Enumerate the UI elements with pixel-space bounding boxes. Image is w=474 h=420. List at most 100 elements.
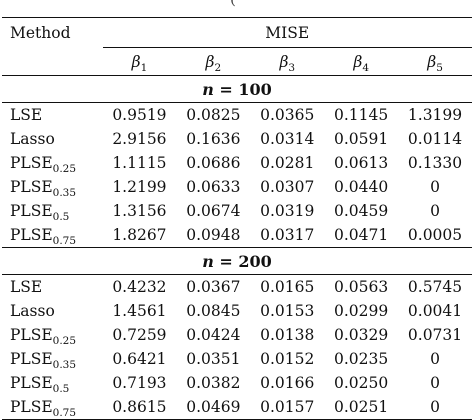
value-cell-beta2: 0.0686 [186, 154, 241, 172]
method-cell: PLSE0.25 [2, 323, 103, 347]
value-cell-beta4: 0.1145 [333, 106, 389, 124]
value-cell-beta1: 0.7193 [112, 374, 167, 392]
value-cell-beta1: 0.6421 [112, 350, 167, 368]
method-subscript: 0.75 [52, 407, 77, 419]
value-cell-beta2: 0.0825 [186, 106, 241, 124]
value-cell-beta2: 0.0845 [186, 302, 241, 320]
value-cell-beta4: 0.0613 [333, 154, 389, 172]
beta-symbol: β [353, 52, 363, 71]
value-cell-beta3: 0.0153 [260, 302, 315, 320]
section-label: n = 100 [202, 79, 272, 99]
table-row: Lasso 1.4561 0.0845 0.0153 0.0299 0.0041 [2, 299, 472, 323]
value-cell-beta4: 0.0251 [333, 398, 389, 416]
section-header-row: n = 100 [2, 75, 472, 103]
method-name: PLSE [10, 154, 53, 172]
method-name: LSE [10, 106, 43, 124]
table-row: PLSE0.35 1.2199 0.0633 0.0307 0.0440 0 [2, 175, 472, 199]
value-cell-beta4: 0.0563 [333, 278, 389, 296]
method-name: Lasso [10, 130, 55, 148]
table-row: PLSE0.5 1.3156 0.0674 0.0319 0.0459 0 [2, 199, 472, 223]
value-cell-beta5: 0.1330 [407, 154, 463, 172]
beta-header-5: β5 [398, 52, 472, 74]
value-cell-beta1: 2.9156 [112, 130, 167, 148]
method-name: PLSE [10, 398, 53, 416]
value-cell-beta2: 0.0633 [186, 178, 241, 196]
method-name: PLSE [10, 350, 53, 368]
value-cell-beta2: 0.0424 [186, 326, 241, 344]
method-subscript: 0.5 [52, 383, 70, 395]
beta-header-3: β3 [250, 53, 324, 74]
table-row: LSE 0.4232 0.0367 0.0165 0.0563 0.5745 [2, 274, 472, 300]
beta-subscript: 2 [214, 61, 222, 74]
method-header: Method [10, 23, 71, 42]
method-subscript: 0.35 [52, 359, 77, 371]
value-cell-beta3: 0.0152 [260, 350, 315, 368]
beta-header-cells: β1 β2 β3 β4 β5 [102, 47, 472, 75]
value-cell-beta5: 0 [430, 202, 440, 220]
value-cell-beta1: 1.2199 [112, 178, 167, 196]
method-name: LSE [10, 278, 43, 296]
method-cell: LSE [2, 275, 103, 300]
value-cell-beta3: 0.0138 [260, 326, 315, 344]
value-cell-beta3: 0.0314 [260, 130, 315, 148]
method-name: PLSE [10, 178, 53, 196]
beta-symbol: β [131, 52, 141, 71]
value-cell-beta5: 1.3199 [407, 106, 463, 124]
beta-header-2: β2 [176, 52, 250, 74]
section-label: n = 200 [202, 251, 272, 271]
method-cell: Lasso [2, 299, 103, 323]
method-cell: LSE [2, 103, 103, 128]
value-cell-beta1: 1.4561 [112, 302, 167, 320]
table-row: PLSE0.25 0.7259 0.0424 0.0138 0.0329 0.0731 [2, 323, 472, 347]
method-cell: PLSE0.35 [2, 347, 103, 371]
beta-subscript: 3 [288, 61, 296, 74]
value-cell-beta2: 0.0382 [186, 374, 241, 392]
beta-header-group: β1 β2 β3 β4 β5 [102, 47, 472, 76]
value-cell-beta5: 0.0114 [407, 130, 463, 148]
value-cell-beta5: 0 [430, 350, 440, 368]
value-cell-beta3: 0.0165 [260, 278, 315, 296]
value-cell-beta5: 0.5745 [407, 278, 463, 296]
beta-subscript: 1 [140, 61, 148, 74]
header-row-1: Method MISE [2, 17, 472, 48]
beta-symbol: β [427, 52, 437, 71]
value-cell-beta4: 0.0299 [333, 302, 389, 320]
table-row: PLSE0.25 1.1115 0.0686 0.0281 0.0613 0.1330 [2, 151, 472, 175]
cropped-caption-fragment: ( [0, 0, 474, 14]
value-cell-beta3: 0.0365 [260, 106, 315, 124]
value-cell-beta5: 0 [430, 178, 440, 196]
method-subscript: 0.35 [52, 187, 77, 199]
method-name: PLSE [10, 202, 53, 220]
value-cell-beta3: 0.0317 [260, 226, 315, 244]
table-row: PLSE0.35 0.6421 0.0351 0.0152 0.0235 0 [2, 347, 472, 371]
value-cell-beta3: 0.0319 [260, 202, 315, 220]
value-cell-beta3: 0.0166 [260, 374, 315, 392]
beta-symbol: β [205, 52, 215, 71]
table-row: Lasso 2.9156 0.1636 0.0314 0.0591 0.0114 [2, 127, 472, 151]
section-header-row: n = 200 [2, 247, 472, 275]
table-row: PLSE0.5 0.7193 0.0382 0.0166 0.0250 0 [2, 371, 472, 395]
value-cell-beta1: 0.8615 [112, 398, 167, 416]
value-cell-beta5: 0 [430, 398, 440, 416]
method-name: PLSE [10, 374, 53, 392]
method-cell: PLSE0.75 [2, 223, 103, 248]
value-cell-beta2: 0.0948 [186, 226, 241, 244]
method-name: Lasso [10, 302, 55, 320]
beta-header-1: β1 [103, 52, 177, 74]
value-cell-beta4: 0.0329 [333, 326, 389, 344]
method-subscript: 0.5 [52, 211, 70, 223]
beta-subscript: 5 [436, 61, 443, 74]
value-cell-beta1: 0.7259 [112, 326, 167, 344]
method-cell: PLSE0.5 [2, 199, 103, 223]
value-cell-beta1: 0.4232 [112, 278, 167, 296]
beta-header-4: β4 [324, 52, 398, 74]
header-row-2: β1 β2 β3 β4 β5 [2, 47, 472, 76]
value-cell-beta4: 0.0250 [333, 374, 389, 392]
mise-table: Method MISE β1 β2 β3 β4 β5 n = 100 LSE 0.9519 0… [2, 17, 472, 420]
method-name: PLSE [10, 226, 53, 244]
blank-header-cell [2, 47, 103, 76]
table-row: LSE 0.9519 0.0825 0.0365 0.1145 1.3199 [2, 102, 472, 128]
value-cell-beta1: 1.1115 [112, 154, 167, 172]
table-body: n = 100 LSE 0.9519 0.0825 0.0365 0.1145 1.3199… [2, 75, 472, 420]
method-cell: PLSE0.25 [2, 151, 103, 175]
